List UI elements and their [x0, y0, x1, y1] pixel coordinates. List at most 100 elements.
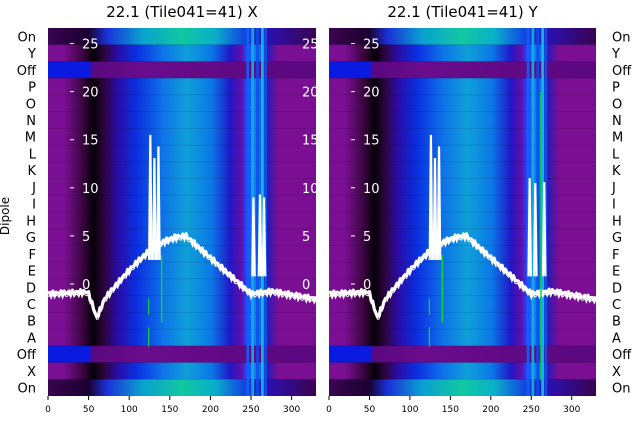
dipole-label: P: [612, 81, 620, 96]
panel-x: 22.1 (Tile041=41) X On Y Off PONMLKJIHGFEDCB…: [17, 3, 319, 415]
rfi-band: [526, 28, 530, 396]
spectrogram-body: [329, 28, 596, 396]
rfi-band: [264, 28, 268, 396]
rfi-spike: [148, 134, 153, 260]
power-tick-label: 10: [363, 182, 380, 197]
row-off: [329, 345, 596, 363]
power-tick-label-right: 15: [302, 134, 319, 149]
dipole-label: M: [25, 131, 36, 146]
rfi-band: [531, 28, 535, 396]
chart-title: 22.1 (Tile041=41) X: [106, 3, 257, 21]
dipole-label: J: [611, 181, 616, 196]
chart-title: 22.1 (Tile041=41) Y: [387, 3, 538, 21]
x-tick-label: 200: [202, 405, 219, 415]
dipole-label: Off: [612, 348, 632, 363]
dipole-label: G: [612, 231, 622, 246]
dipole-label: N: [26, 114, 36, 129]
dipole-label: O: [26, 97, 36, 112]
power-tick-label: 25: [82, 38, 99, 53]
y-axis-label-dipole: Dipole: [0, 197, 12, 235]
row-off: [48, 345, 316, 363]
dipole-label: X: [612, 365, 621, 380]
power-tick-label: 20: [82, 86, 99, 101]
rfi-spike: [436, 146, 442, 260]
dipole-label: I: [612, 198, 616, 213]
row-off: [48, 61, 316, 79]
x-tick-label: 50: [364, 405, 376, 415]
power-tick-label: 15: [82, 134, 99, 149]
dipole-label: On: [612, 382, 630, 397]
dipole-label: X: [27, 365, 36, 380]
power-tick-label: 5: [363, 230, 371, 245]
dipole-label: Off: [17, 64, 37, 79]
dipole-label: On: [18, 30, 36, 45]
power-tick-label-right: 20: [302, 86, 319, 101]
rfi-spike: [251, 197, 256, 277]
power-tick-label: 0: [363, 278, 371, 293]
dipole-label: D: [26, 281, 36, 296]
dipole-label: P: [28, 81, 36, 96]
rfi-spike: [152, 157, 157, 260]
dipole-label: A: [27, 331, 36, 346]
x-tick-label: 100: [121, 405, 138, 415]
spectrum-curve: [327, 232, 598, 318]
rfi-spike: [156, 146, 161, 260]
dipole-label: B: [27, 315, 36, 330]
dipole-label: L: [29, 147, 37, 162]
dipole-label: H: [612, 214, 622, 229]
rfi-spike: [261, 197, 267, 277]
row-pol: [48, 362, 316, 380]
power-tick-label: 15: [363, 134, 380, 149]
power-tick-label-right: 5: [302, 230, 310, 245]
power-tick-label: 20: [363, 86, 380, 101]
rfi-spike: [257, 194, 263, 277]
x-tick-label: 150: [442, 405, 459, 415]
dipole-label: Off: [17, 348, 37, 363]
dipole-label: K: [27, 164, 36, 179]
rfi-spike: [533, 182, 538, 277]
power-tick-label-right: 25: [302, 38, 319, 53]
row-off: [329, 61, 596, 79]
dipole-label: J: [31, 181, 36, 196]
dipole-label: O: [612, 97, 622, 112]
power-tick-label: 25: [363, 38, 380, 53]
x-tick-label: 0: [45, 405, 51, 415]
rfi-spike: [527, 178, 532, 277]
x-tick-label: 250: [523, 405, 540, 415]
x-tick-label: 0: [326, 405, 332, 415]
dipole-label: On: [18, 382, 36, 397]
dipole-label: Y: [27, 47, 36, 62]
dipole-label: N: [612, 114, 622, 129]
x-tick-label: 100: [401, 405, 418, 415]
dipole-label: F: [29, 248, 36, 263]
row-on: [48, 379, 316, 396]
spectrum-curve-secondary: [328, 235, 597, 321]
x-tick-label: 250: [242, 405, 259, 415]
dipole-label: On: [612, 30, 630, 45]
dipole-label: A: [612, 331, 621, 346]
dipole-label: I: [32, 198, 36, 213]
dipole-label: M: [612, 131, 623, 146]
spectrogram-body: [48, 28, 316, 396]
dipole-label: F: [612, 248, 619, 263]
spectrum-curve-secondary: [47, 235, 317, 321]
x-tick-label: 200: [482, 405, 499, 415]
rfi-band: [261, 28, 264, 396]
dipole-label: G: [26, 231, 36, 246]
dipole-label: Off: [612, 64, 632, 79]
power-tick-label: 5: [82, 230, 90, 245]
spectrum-curve: [46, 232, 318, 318]
rfi-spike: [541, 182, 547, 277]
power-tick-label: 10: [82, 182, 99, 197]
x-tick-label: 300: [563, 405, 580, 415]
rfi-band: [536, 28, 540, 396]
rfi-spike: [428, 134, 434, 260]
x-tick-label: 300: [283, 405, 300, 415]
dipole-label: B: [612, 315, 621, 330]
dipole-label: C: [27, 298, 36, 313]
dipole-label: D: [612, 281, 622, 296]
dipole-label: E: [28, 265, 36, 280]
dipole-label: C: [612, 298, 621, 313]
rfi-band: [544, 28, 548, 396]
